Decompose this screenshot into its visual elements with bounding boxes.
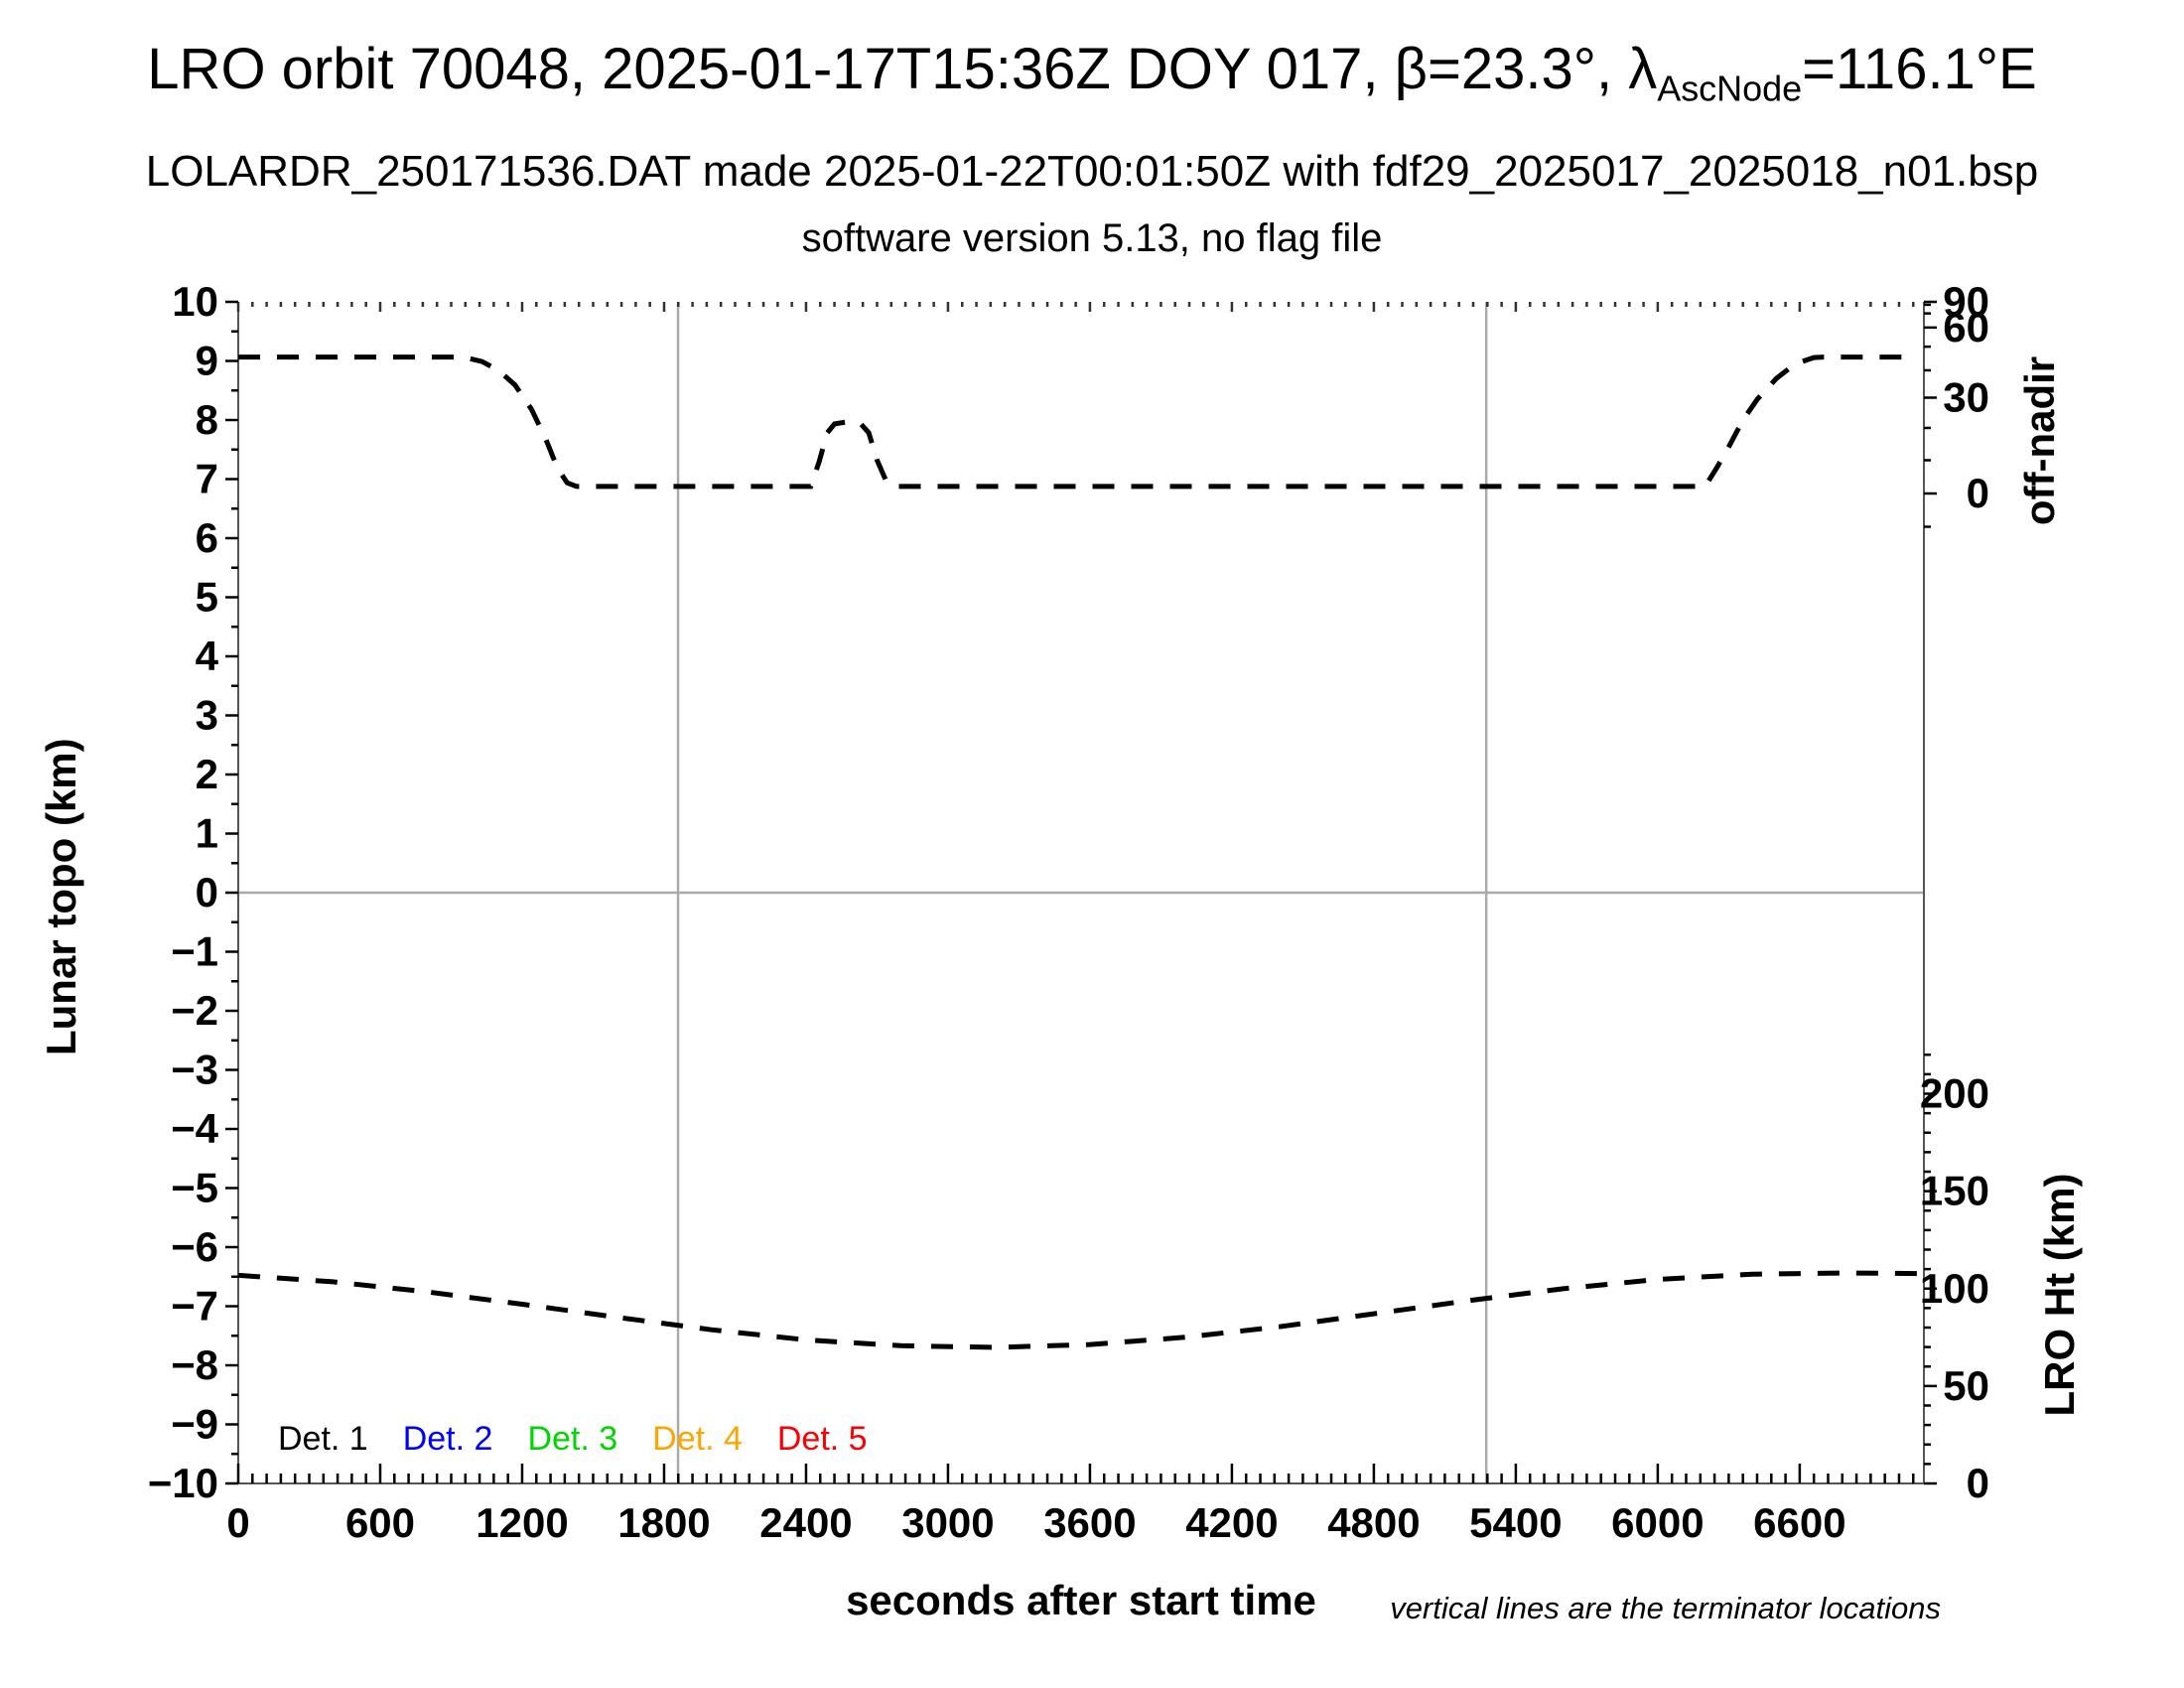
title-subscript: AscNode [1657, 68, 1803, 109]
y-axis-label-off-nadir: off-nadir [2016, 355, 2063, 526]
svg-text:−8: −8 [171, 1341, 218, 1388]
off-nadir-ticks [1924, 300, 1937, 528]
svg-text:−1: −1 [171, 928, 218, 975]
svg-text:4: 4 [196, 633, 219, 679]
y-axis-label-left: Lunar topo (km) [38, 738, 84, 1055]
legend-item-det-2: Det. 2 [402, 1420, 493, 1458]
subtitle-filenames: LOLARDR_250171536.DAT made 2025-01-22T00… [145, 147, 2039, 196]
svg-text:1800: 1800 [617, 1499, 710, 1546]
curve-LRO-height [237, 1270, 1919, 1350]
svg-text:2400: 2400 [759, 1499, 852, 1546]
svg-text:600: 600 [345, 1499, 415, 1546]
svg-text:0: 0 [1967, 470, 1989, 516]
svg-text:8: 8 [196, 396, 218, 443]
svg-text:1200: 1200 [476, 1499, 568, 1546]
terminator-footnote: vertical lines are the terminator locati… [1390, 1591, 1941, 1625]
svg-text:6: 6 [196, 514, 218, 561]
svg-text:200: 200 [1920, 1070, 1989, 1117]
svg-text:−5: −5 [171, 1165, 218, 1211]
title-prefix: LRO orbit 70048, 2025-01-17T15:36Z DOY 0… [147, 37, 1658, 101]
svg-text:150: 150 [1920, 1168, 1989, 1214]
svg-text:6600: 6600 [1753, 1499, 1845, 1546]
svg-text:90: 90 [1943, 278, 1989, 325]
svg-text:60: 60 [1943, 304, 1989, 351]
page-title: LRO orbit 70048, 2025-01-17T15:36Z DOY 0… [0, 36, 2184, 110]
svg-text:0: 0 [196, 869, 218, 915]
svg-text:0: 0 [1967, 1460, 1989, 1506]
svg-text:10: 10 [172, 278, 218, 325]
svg-text:9: 9 [196, 338, 218, 384]
curve-off-nadir-angle [238, 354, 1918, 490]
svg-text:1: 1 [196, 810, 218, 857]
y-left-ticks [225, 300, 238, 1485]
legend-item-det-4: Det. 4 [652, 1420, 743, 1458]
svg-text:4800: 4800 [1327, 1499, 1420, 1546]
svg-text:50: 50 [1943, 1362, 1989, 1409]
legend-item-det-1: Det. 1 [278, 1420, 368, 1458]
svg-text:−2: −2 [171, 987, 218, 1034]
svg-text:3: 3 [196, 692, 218, 739]
svg-text:−7: −7 [171, 1283, 218, 1330]
svg-text:5400: 5400 [1469, 1499, 1562, 1546]
title-suffix: =116.1°E [1802, 37, 2037, 101]
svg-text:−4: −4 [171, 1105, 219, 1152]
svg-text:6000: 6000 [1611, 1499, 1704, 1546]
subtitle-software-version: software version 5.13, no flag file [801, 216, 1383, 260]
svg-text:−3: −3 [171, 1047, 218, 1093]
x-axis-ticks [236, 302, 1915, 1483]
svg-text:2: 2 [196, 751, 218, 797]
svg-text:3000: 3000 [901, 1499, 994, 1546]
svg-text:5: 5 [196, 574, 218, 621]
legend-item-det-3: Det. 3 [527, 1420, 618, 1458]
svg-text:3600: 3600 [1043, 1499, 1136, 1546]
lro-height-tick-labels: 200 150 100 50 0 [1920, 1070, 1989, 1507]
svg-text:4200: 4200 [1185, 1499, 1278, 1546]
x-axis-tick-labels: 0 600 1200 1800 2400 3000 3600 4200 4800 5400 6000… [226, 1499, 1845, 1546]
svg-text:−6: −6 [171, 1223, 218, 1270]
svg-text:−9: −9 [171, 1401, 218, 1448]
svg-text:30: 30 [1943, 374, 1989, 421]
svg-text:−10: −10 [148, 1460, 218, 1506]
y-axis-label-lro-height: LRO Ht (km) [2036, 1173, 2083, 1417]
svg-text:100: 100 [1920, 1265, 1989, 1312]
detector-legend: Det. 1 Det. 2 Det. 3 Det. 4 Det. 5 [278, 1420, 868, 1459]
lro-height-ticks [1924, 1054, 1937, 1485]
svg-text:7: 7 [196, 456, 218, 502]
legend-item-det-5: Det. 5 [776, 1420, 868, 1458]
x-axis-label: seconds after start time [846, 1577, 1316, 1623]
svg-text:0: 0 [226, 1499, 249, 1546]
